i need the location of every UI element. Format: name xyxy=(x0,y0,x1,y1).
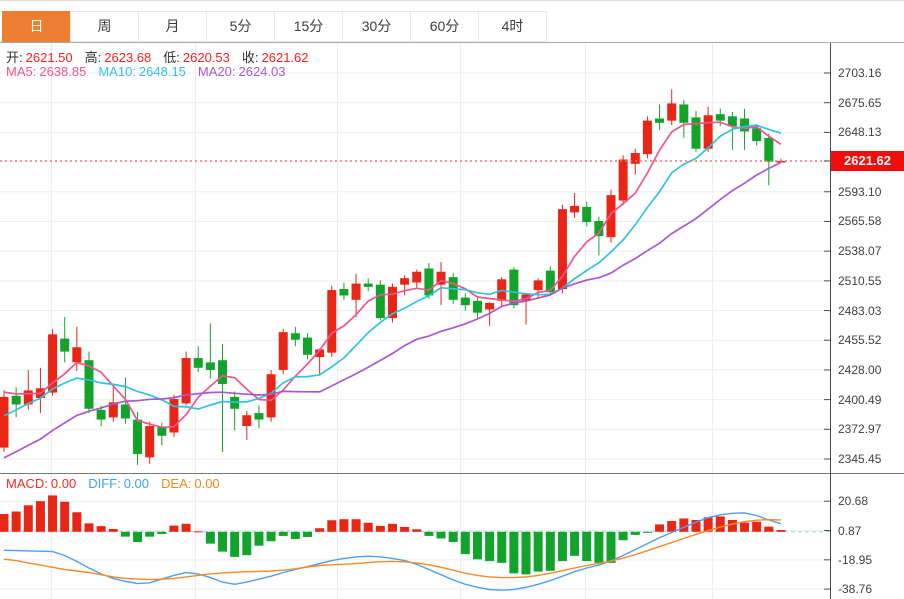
macd-axis-label: 20.68 xyxy=(838,494,869,509)
chart-area: 开: 2621.50 高: 2623.68 低: 2620.53 收: 2621.62 MA5… xyxy=(0,43,904,599)
ma-values-row: MA5: 2638.85 MA10: 2648.15 MA20: 2624.03 xyxy=(6,64,286,79)
tab-monthly[interactable]: 月 xyxy=(138,11,207,42)
price-axis-label: 2703.16 xyxy=(838,66,882,80)
price-axis-label: 2510.55 xyxy=(838,273,882,288)
tab-60min[interactable]: 60分 xyxy=(410,11,479,42)
macd-axis-label: -18.95 xyxy=(838,552,873,567)
indicator-item: MA5: 2638.85 xyxy=(6,64,87,79)
price-axis-label: 2565.58 xyxy=(838,214,882,229)
indicator-item: 开: 2621.50 xyxy=(6,50,73,65)
price-axis-label: 2428.00 xyxy=(838,362,882,377)
tab-4hour[interactable]: 4时 xyxy=(478,11,547,42)
ohlc-row: 开: 2621.50 高: 2623.68 低: 2620.53 收: 2621.62 xyxy=(6,47,309,66)
indicator-item: 低: 2620.53 xyxy=(163,50,230,65)
current-price-badge: 2621.62 xyxy=(831,150,904,171)
indicator-item: DIFF: 0.00 xyxy=(88,476,150,491)
macd-axis-label: -38.76 xyxy=(838,582,873,597)
timeframe-tabbar: 日周月 5分 15分 30分 60分 4时 xyxy=(0,1,904,43)
price-axis-label: 2593.10 xyxy=(838,184,882,199)
price-axis-label: 2648.13 xyxy=(838,125,882,140)
indicator-item: MA10: 2648.15 xyxy=(98,64,186,79)
indicator-item: MACD: 0.00 xyxy=(6,476,77,491)
tab-30min[interactable]: 30分 xyxy=(342,11,411,42)
tab-weekly[interactable]: 周 xyxy=(70,11,139,42)
tab-5min[interactable]: 5分 xyxy=(206,11,275,42)
macd-axis-label: 0.87 xyxy=(838,523,862,538)
price-axis-label: 2372.97 xyxy=(838,422,882,437)
indicator-item: 收: 2621.62 xyxy=(241,50,309,65)
price-axis-label: 2483.03 xyxy=(838,303,882,318)
indicator-item: MA20: 2624.03 xyxy=(197,64,286,79)
price-axis-label: 2675.65 xyxy=(838,95,882,110)
indicator-item: 高: 2623.68 xyxy=(84,50,152,65)
indicator-item: DEA: 0.00 xyxy=(161,476,220,491)
price-axis-label: 2345.45 xyxy=(838,452,882,466)
tab-15min[interactable]: 15分 xyxy=(274,11,343,42)
price-axis-label: 2400.49 xyxy=(838,392,882,407)
chart-svg[interactable] xyxy=(0,43,904,599)
price-axis-label: 2455.52 xyxy=(838,333,882,348)
macd-values-row: MACD: 0.00 DIFF: 0.00 DEA: 0.00 xyxy=(6,476,220,491)
tab-daily[interactable]: 日 xyxy=(2,11,71,42)
price-axis-label: 2538.07 xyxy=(838,244,882,259)
